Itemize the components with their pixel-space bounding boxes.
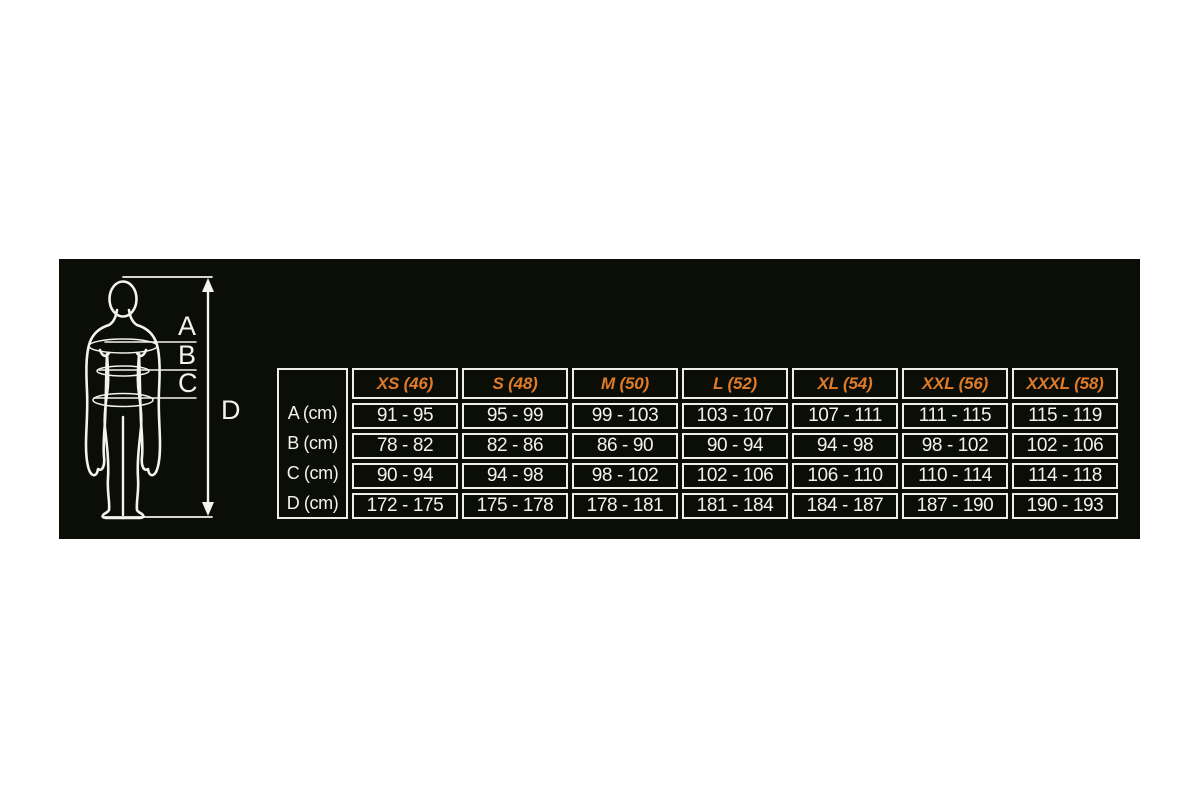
size-chart-panel: A B C D A (cm) B (cm) C (cm) D (cm) XS (… bbox=[59, 259, 1140, 539]
size-table-row-label-column: A (cm) B (cm) C (cm) D (cm) bbox=[277, 368, 348, 519]
size-cell-d-l: 181 - 184 bbox=[682, 493, 788, 519]
height-arrowhead-up bbox=[202, 278, 214, 292]
size-cell-b-s: 82 - 86 bbox=[462, 433, 568, 459]
human-figure-diagram: A B C D bbox=[84, 276, 241, 520]
measure-label-c: C bbox=[178, 368, 198, 398]
column-header-xxl: XXL (56) bbox=[902, 368, 1008, 399]
row-label-d: D (cm) bbox=[286, 492, 339, 513]
measure-label-d: D bbox=[221, 395, 241, 425]
hip-girth-ellipse bbox=[92, 392, 154, 408]
size-cell-a-xxxl: 115 - 119 bbox=[1012, 403, 1118, 429]
column-header-s: S (48) bbox=[462, 368, 568, 399]
size-cell-a-xs: 91 - 95 bbox=[352, 403, 458, 429]
size-cell-b-xxl: 98 - 102 bbox=[902, 433, 1008, 459]
height-arrowhead-down bbox=[202, 502, 214, 516]
column-header-m: M (50) bbox=[572, 368, 678, 399]
size-cell-c-m: 98 - 102 bbox=[572, 463, 678, 489]
size-cell-d-xxxl: 190 - 193 bbox=[1012, 493, 1118, 519]
size-cell-d-s: 175 - 178 bbox=[462, 493, 568, 519]
measure-label-a: A bbox=[178, 311, 196, 341]
size-cell-a-s: 95 - 99 bbox=[462, 403, 568, 429]
waist-girth-ellipse bbox=[96, 365, 150, 377]
size-cell-d-xs: 172 - 175 bbox=[352, 493, 458, 519]
chest-girth-ellipse bbox=[88, 338, 158, 354]
size-cell-b-l: 90 - 94 bbox=[682, 433, 788, 459]
column-header-xxxl: XXXL (58) bbox=[1012, 368, 1118, 399]
size-cell-c-s: 94 - 98 bbox=[462, 463, 568, 489]
size-table: A (cm) B (cm) C (cm) D (cm) XS (46) S (4… bbox=[277, 368, 1118, 519]
size-cell-c-l: 102 - 106 bbox=[682, 463, 788, 489]
row-label-c: C (cm) bbox=[286, 462, 339, 483]
figure-head bbox=[108, 280, 138, 318]
size-cell-c-xs: 90 - 94 bbox=[352, 463, 458, 489]
size-cell-c-xxl: 110 - 114 bbox=[902, 463, 1008, 489]
size-cell-c-xxxl: 114 - 118 bbox=[1012, 463, 1118, 489]
size-cell-b-xl: 94 - 98 bbox=[792, 433, 898, 459]
size-cell-b-m: 86 - 90 bbox=[572, 433, 678, 459]
size-cell-a-xl: 107 - 111 bbox=[792, 403, 898, 429]
size-cell-a-l: 103 - 107 bbox=[682, 403, 788, 429]
size-cell-d-xxl: 187 - 190 bbox=[902, 493, 1008, 519]
size-cell-b-xs: 78 - 82 bbox=[352, 433, 458, 459]
size-cell-d-m: 178 - 181 bbox=[572, 493, 678, 519]
size-cell-a-xxl: 111 - 115 bbox=[902, 403, 1008, 429]
size-cell-a-m: 99 - 103 bbox=[572, 403, 678, 429]
row-label-b: B (cm) bbox=[287, 432, 338, 453]
measure-label-b: B bbox=[178, 340, 196, 370]
size-cell-b-xxxl: 102 - 106 bbox=[1012, 433, 1118, 459]
size-cell-c-xl: 106 - 110 bbox=[792, 463, 898, 489]
column-header-xl: XL (54) bbox=[792, 368, 898, 399]
column-header-xs: XS (46) bbox=[352, 368, 458, 399]
size-cell-d-xl: 184 - 187 bbox=[792, 493, 898, 519]
row-label-a: A (cm) bbox=[287, 402, 338, 423]
column-header-l: L (52) bbox=[682, 368, 788, 399]
